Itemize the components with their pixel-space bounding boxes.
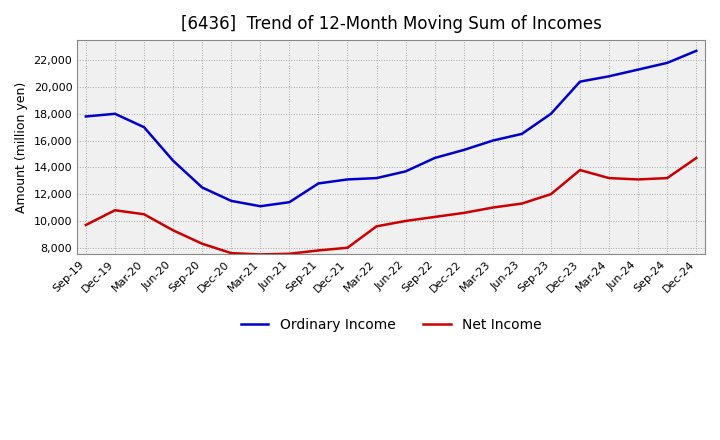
Ordinary Income bbox=[634, 67, 642, 72]
Net Income bbox=[518, 201, 526, 206]
Legend: Ordinary Income, Net Income: Ordinary Income, Net Income bbox=[235, 312, 547, 337]
Ordinary Income bbox=[168, 158, 177, 163]
Net Income bbox=[605, 176, 613, 181]
Net Income bbox=[81, 222, 90, 227]
Net Income bbox=[634, 177, 642, 182]
Ordinary Income bbox=[459, 147, 468, 153]
Ordinary Income bbox=[285, 200, 294, 205]
Ordinary Income bbox=[663, 60, 672, 66]
Ordinary Income bbox=[692, 48, 701, 54]
Net Income bbox=[198, 241, 207, 246]
Ordinary Income bbox=[227, 198, 235, 204]
Net Income bbox=[111, 208, 120, 213]
Net Income bbox=[227, 250, 235, 256]
Net Income bbox=[459, 210, 468, 216]
Ordinary Income bbox=[256, 204, 265, 209]
Net Income bbox=[343, 245, 352, 250]
Net Income bbox=[576, 167, 585, 172]
Title: [6436]  Trend of 12-Month Moving Sum of Incomes: [6436] Trend of 12-Month Moving Sum of I… bbox=[181, 15, 601, 33]
Net Income bbox=[488, 205, 497, 210]
Line: Ordinary Income: Ordinary Income bbox=[86, 51, 696, 206]
Net Income bbox=[285, 251, 294, 257]
Ordinary Income bbox=[140, 125, 148, 130]
Ordinary Income bbox=[576, 79, 585, 84]
Ordinary Income bbox=[431, 155, 439, 161]
Net Income bbox=[663, 176, 672, 181]
Net Income bbox=[314, 248, 323, 253]
Ordinary Income bbox=[343, 177, 352, 182]
Ordinary Income bbox=[111, 111, 120, 117]
Ordinary Income bbox=[546, 111, 555, 117]
Net Income bbox=[546, 191, 555, 197]
Net Income bbox=[431, 214, 439, 220]
Net Income bbox=[401, 218, 410, 224]
Ordinary Income bbox=[518, 131, 526, 136]
Net Income bbox=[168, 227, 177, 233]
Net Income bbox=[140, 212, 148, 217]
Ordinary Income bbox=[198, 185, 207, 190]
Ordinary Income bbox=[372, 176, 381, 181]
Y-axis label: Amount (million yen): Amount (million yen) bbox=[15, 82, 28, 213]
Line: Net Income: Net Income bbox=[86, 158, 696, 254]
Ordinary Income bbox=[401, 169, 410, 174]
Ordinary Income bbox=[81, 114, 90, 119]
Ordinary Income bbox=[488, 138, 497, 143]
Net Income bbox=[692, 155, 701, 161]
Ordinary Income bbox=[314, 181, 323, 186]
Net Income bbox=[372, 224, 381, 229]
Net Income bbox=[256, 252, 265, 257]
Ordinary Income bbox=[605, 73, 613, 79]
